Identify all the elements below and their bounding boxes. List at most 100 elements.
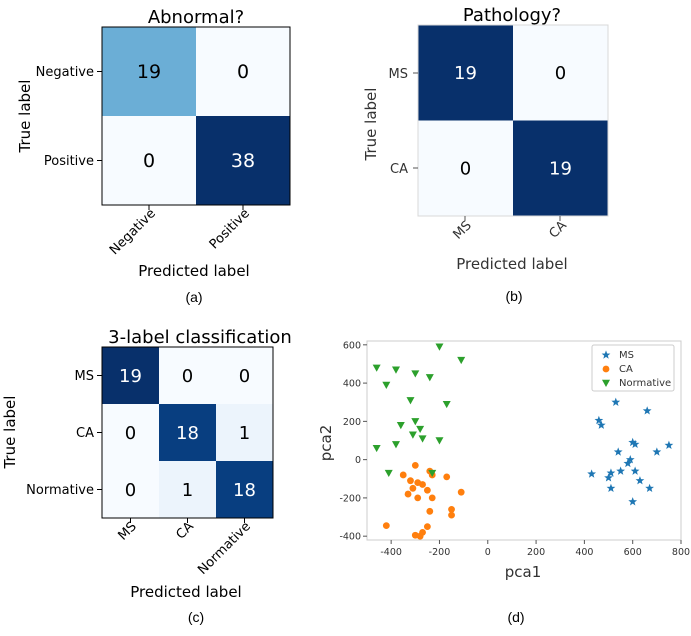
panel-d-xtick-label--400: -400 — [380, 547, 402, 558]
scatter-point-ms-6 — [630, 439, 640, 449]
panel-a-cell-1-1 — [196, 116, 291, 206]
panel-b-cell-value-0-0: 19 — [454, 63, 477, 84]
panel-d-xtick-label-400: 400 — [575, 547, 593, 558]
scatter-point-ca-8 — [409, 484, 417, 492]
panel-a-cell-value-1-1: 38 — [231, 150, 255, 172]
panel-c-cell-value-2-0: 0 — [125, 480, 136, 501]
panel-c-xlabel-normative: Normative — [195, 519, 254, 578]
scatter-point-ca-16 — [448, 511, 455, 519]
scatter-point-ms-14 — [587, 469, 597, 478]
panel-d-legend: MS CA Normative — [591, 344, 675, 392]
panel-d-ytick-label-200: 200 — [343, 417, 361, 428]
panel-b-cell-0-1 — [513, 25, 609, 121]
scatter-point-ms-19 — [628, 497, 638, 506]
scatter-point-ca-21 — [416, 532, 424, 540]
scatter-point-ca-11 — [404, 490, 412, 498]
panel-c-cell-value-0-0: 19 — [119, 366, 142, 387]
scatter-point-normative-9 — [411, 418, 420, 426]
scatter-point-ms-7 — [652, 447, 662, 456]
panel-a-xlabel-negative: Negative — [107, 206, 159, 258]
scatter-point-ca-10 — [457, 488, 465, 496]
scatter-point-ms-2 — [594, 415, 604, 425]
panel-c-y-axis-label: True label — [1, 396, 19, 470]
scatter-point-normative-1 — [457, 356, 466, 365]
panel-a-cell-0-0 — [102, 27, 197, 117]
scatter-point-normative-14 — [435, 437, 444, 445]
panel-d-xtick-label-600: 600 — [624, 547, 642, 558]
panel-b-cell-value-1-1: 19 — [549, 159, 572, 180]
panel-a-caption: (a) — [185, 289, 202, 305]
scatter-point-ca-7 — [419, 481, 426, 488]
panel-b: Pathology? 19 0 0 19 MS CA MS CA True label… — [362, 5, 609, 304]
legend-entries — [601, 350, 611, 387]
scatter-point-normative-5 — [425, 374, 434, 382]
panel-d-ytick-label-0: 0 — [355, 455, 361, 466]
scatter-point-ms-11 — [616, 466, 625, 475]
scatter-point-ca-15 — [426, 507, 434, 515]
panel-a-xlabel-positive: Positive — [207, 206, 253, 252]
panel-a-frame — [101, 26, 291, 206]
panel-a-cell-1-0 — [102, 116, 197, 206]
panel-c-ylabel-normative: Normative — [26, 483, 94, 498]
scatter-point-normative-18 — [428, 469, 437, 478]
scatter-point-ms-17 — [645, 483, 654, 493]
panel-c-xlabel-ca: CA — [174, 519, 197, 542]
scatter-point-ms-0 — [611, 397, 621, 406]
panel-a-cell-value-1-0: 0 — [143, 150, 155, 172]
scatter-point-normative-17 — [384, 469, 393, 478]
panel-b-cell-value-1-0: 0 — [460, 159, 471, 180]
scatter-point-ms-16 — [635, 476, 645, 485]
scatter-point-ca-0 — [411, 461, 419, 469]
scatter-point-normative-11 — [416, 425, 425, 434]
panel-c-cell-value-0-2: 0 — [239, 366, 250, 387]
panel-c-cell-2-1 — [159, 461, 217, 519]
panel-d-y-axis-label: pca2 — [317, 425, 335, 462]
scatter-point-normative-13 — [418, 435, 427, 443]
panel-c-cell-2-2 — [216, 461, 274, 519]
panel-c-cell-value-1-0: 0 — [125, 423, 136, 444]
panel-d-ytick-label--400: -400 — [339, 532, 361, 543]
scatter-point-ca-17 — [382, 522, 390, 530]
panel-b-y-axis-label: True label — [362, 88, 380, 162]
scatter-point-ca-9 — [423, 486, 431, 494]
panel-b-caption: (b) — [505, 288, 522, 304]
panel-d-ytick-label--200: -200 — [339, 493, 361, 504]
legend-marker-ca — [602, 365, 610, 373]
scatter-point-ca-13 — [428, 494, 436, 502]
panel-a: Abnormal? 19 0 0 38 Negative Positive Negat… — [16, 7, 291, 305]
panel-b-cell-1-0 — [418, 120, 514, 217]
panel-d-xtick-label-0: 0 — [485, 547, 491, 558]
legend-label-ca: CA — [619, 364, 633, 375]
scatter-point-normative-6 — [382, 381, 391, 390]
panel-c-x-axis-label: Predicted label — [130, 583, 241, 601]
scatter-point-normative-8 — [442, 400, 451, 409]
scatter-point-ms-10 — [623, 458, 633, 468]
scatter-point-ca-3 — [443, 473, 451, 481]
panel-a-cell-value-0-1: 0 — [237, 61, 249, 83]
legend-marker-normative — [602, 379, 610, 387]
panel-a-ylabel-positive: Positive — [44, 154, 94, 169]
panel-d-xtick-label--200: -200 — [429, 547, 451, 558]
panel-c-title: 3-label classification — [108, 327, 292, 348]
panel-d-ticks: -400 -200 0 200 400 600 800 -400 -200 0 200 400 600 — [339, 340, 690, 558]
legend-label-ms: MS — [619, 350, 634, 361]
panel-d: -400 -200 0 200 400 600 800-400-2000200400600 … — [317, 340, 690, 625]
scatter-point-ca-5 — [407, 477, 414, 485]
panel-b-ylabel-ca: CA — [390, 162, 408, 177]
scatter-point-ms-18 — [606, 483, 616, 493]
scatter-point-normative-7 — [406, 397, 415, 405]
legend-label-normative: Normative — [619, 378, 671, 389]
panel-a-cell-0-1 — [196, 27, 291, 117]
legend-marker-ms — [601, 350, 611, 359]
scatter-point-normative-16 — [372, 444, 381, 453]
panel-c-cell-1-0 — [102, 404, 160, 462]
panel-c-cell-0-1 — [159, 347, 217, 405]
scatter-point-ms-8 — [613, 447, 623, 456]
panel-b-matrix: 19 0 0 19 — [418, 25, 609, 217]
scatter-point-ms-5 — [628, 437, 638, 447]
scatter-point-ca-2 — [399, 471, 407, 479]
panel-c-cell-value-1-1: 18 — [176, 423, 199, 444]
panel-a-cell-value-0-0: 19 — [137, 61, 161, 83]
panel-c-cell-0-0 — [102, 347, 160, 405]
